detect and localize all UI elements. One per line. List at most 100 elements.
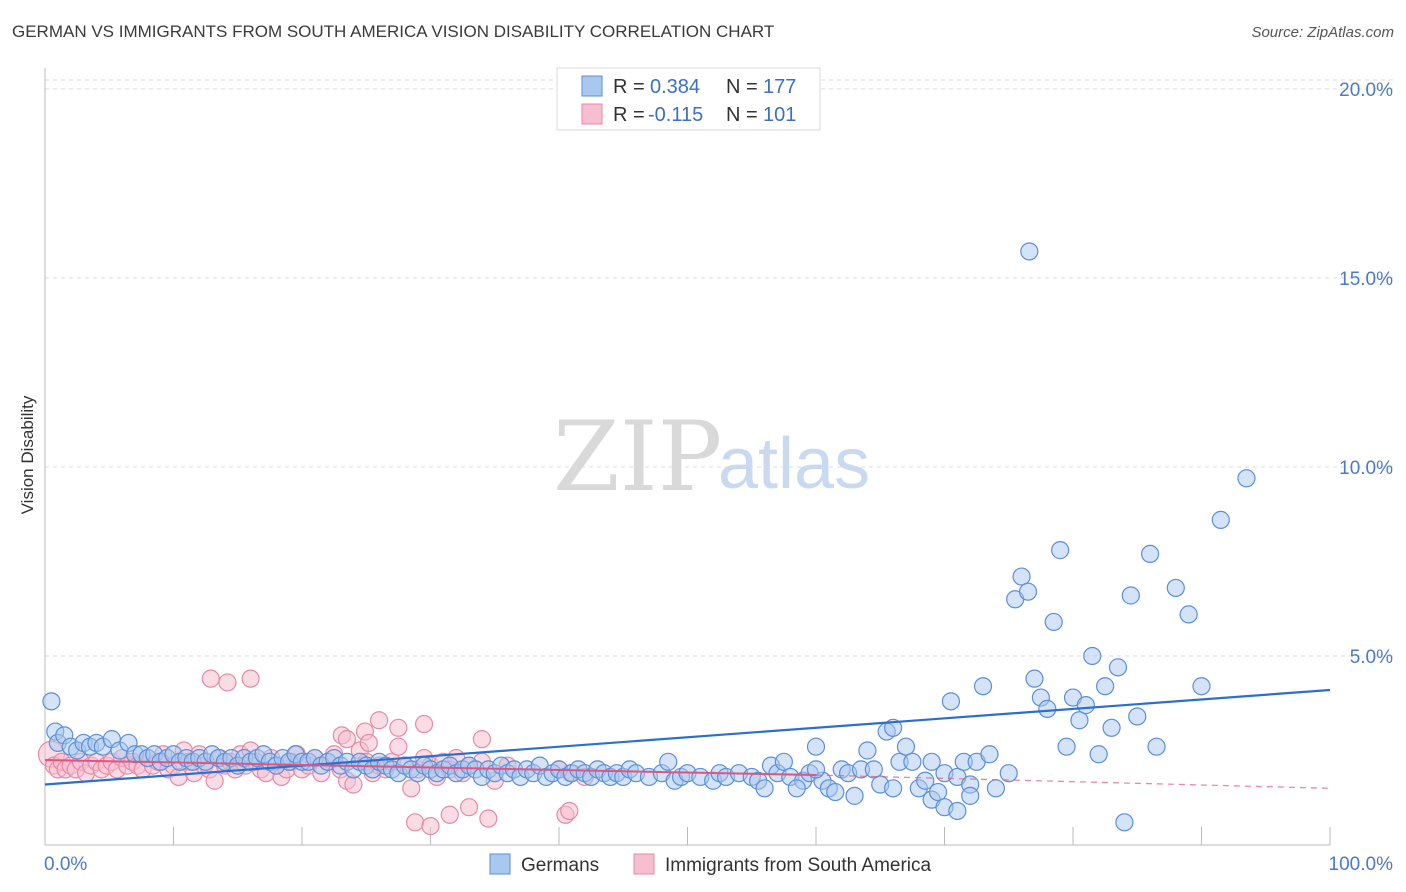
gridlines xyxy=(45,79,1395,657)
y-tick-label-1: 10.0% xyxy=(1339,458,1393,479)
point-germans xyxy=(928,782,948,802)
source-credit: Source: ZipAtlas.com xyxy=(1251,24,1394,41)
point-immigrants xyxy=(201,669,220,688)
point-germans xyxy=(1089,745,1108,764)
point-germans xyxy=(845,786,864,805)
legend-r-value-2: -0.115 xyxy=(648,104,703,126)
point-immigrants xyxy=(370,711,389,730)
x-tick-labels: 0.0% 100.0% xyxy=(44,854,1393,875)
legend-r-value-1: 0.384 xyxy=(650,76,700,98)
point-germans xyxy=(980,745,999,764)
point-germans xyxy=(659,752,678,771)
legend-r-label-1: R = xyxy=(613,76,645,98)
point-germans xyxy=(883,779,903,798)
point-germans xyxy=(1096,677,1115,696)
point-germans xyxy=(1102,718,1121,737)
point-immigrants xyxy=(205,771,224,790)
point-germans xyxy=(787,779,806,798)
point-germans xyxy=(755,779,774,798)
point-immigrants xyxy=(405,813,425,832)
point-germans xyxy=(1166,578,1185,598)
point-germans xyxy=(961,786,980,805)
point-germans xyxy=(1018,582,1038,601)
point-germans xyxy=(1115,813,1134,832)
point-germans xyxy=(806,760,826,779)
trend-lines xyxy=(44,688,1331,789)
point-germans xyxy=(1140,544,1160,564)
point-germans xyxy=(42,692,61,711)
point-immigrants xyxy=(241,669,260,688)
trendline-germans xyxy=(44,688,1331,786)
legend-n-value-2: 101 xyxy=(763,104,796,126)
point-germans xyxy=(1044,612,1063,632)
point-germans xyxy=(916,771,935,790)
point-germans xyxy=(774,752,793,771)
point-germans xyxy=(1128,707,1147,726)
point-germans xyxy=(1051,541,1070,560)
point-immigrants xyxy=(218,673,237,692)
x-tick-label-1: 100.0% xyxy=(1329,854,1394,875)
point-germans xyxy=(806,737,826,756)
point-germans xyxy=(896,737,916,756)
point-germans xyxy=(1038,699,1057,719)
watermark-atlas: atlas xyxy=(718,424,870,504)
trendline-immigrants-dashed xyxy=(815,774,1331,789)
point-germans xyxy=(986,779,1006,798)
point-germans xyxy=(973,677,993,696)
point-immigrants xyxy=(421,816,440,836)
bottom-legend-immigrants: Immigrants from South America xyxy=(665,855,932,876)
watermark-zip: ZIP xyxy=(553,401,722,513)
point-germans xyxy=(1192,677,1211,696)
point-germans xyxy=(1025,669,1044,688)
point-immigrants xyxy=(414,714,434,734)
point-germans xyxy=(1020,242,1039,261)
point-immigrants xyxy=(402,779,421,798)
point-germans xyxy=(1076,696,1095,715)
point-germans xyxy=(1211,510,1230,529)
trendline-immigrants-solid xyxy=(44,758,817,777)
series-germans-points xyxy=(42,242,1256,832)
point-germans xyxy=(1147,737,1166,756)
point-immigrants xyxy=(344,775,363,794)
point-germans xyxy=(1083,646,1102,666)
axes xyxy=(44,68,1331,846)
bottom-legend-swatch-germans xyxy=(489,853,511,875)
point-immigrants xyxy=(479,809,498,828)
point-immigrants xyxy=(389,737,408,756)
point-immigrants xyxy=(169,767,188,787)
y-tick-labels: 5.0% 10.0% 15.0% 20.0% xyxy=(1339,80,1393,668)
point-germans xyxy=(922,752,941,771)
point-immigrants xyxy=(472,730,491,749)
point-germans xyxy=(948,801,967,821)
chart-title: GERMAN VS IMMIGRANTS FROM SOUTH AMERICA … xyxy=(12,22,775,41)
y-axis-label: Vision Disability xyxy=(18,395,37,514)
point-germans xyxy=(1108,658,1128,677)
y-tick-label-2: 15.0% xyxy=(1339,269,1393,290)
point-germans xyxy=(1057,737,1076,756)
legend-n-value-1: 177 xyxy=(763,76,796,98)
legend-swatch-germans xyxy=(581,75,603,97)
point-immigrants xyxy=(459,798,479,817)
y-tick-label-0: 5.0% xyxy=(1350,647,1393,668)
x-tick-label-0: 0.0% xyxy=(44,854,87,875)
legend-top: R = 0.384 N = 177 R = -0.115 N = 101 xyxy=(556,67,821,131)
point-germans xyxy=(883,718,903,737)
point-immigrants xyxy=(389,718,408,737)
legend-bottom: Germans Immigrants from South America xyxy=(489,853,932,876)
legend-n-label-1: N = xyxy=(726,76,758,98)
bottom-legend-swatch-immigrants xyxy=(633,853,655,875)
point-immigrants xyxy=(337,730,357,749)
point-germans xyxy=(1121,586,1140,605)
point-germans xyxy=(903,752,922,771)
point-germans xyxy=(1179,605,1198,624)
point-germans xyxy=(1070,711,1089,730)
point-germans xyxy=(999,764,1018,783)
y-tick-label-3: 20.0% xyxy=(1339,80,1393,101)
point-immigrants xyxy=(359,733,378,753)
point-germans xyxy=(941,692,961,711)
point-germans xyxy=(826,782,845,802)
point-germans xyxy=(858,741,877,760)
point-germans xyxy=(864,760,883,779)
